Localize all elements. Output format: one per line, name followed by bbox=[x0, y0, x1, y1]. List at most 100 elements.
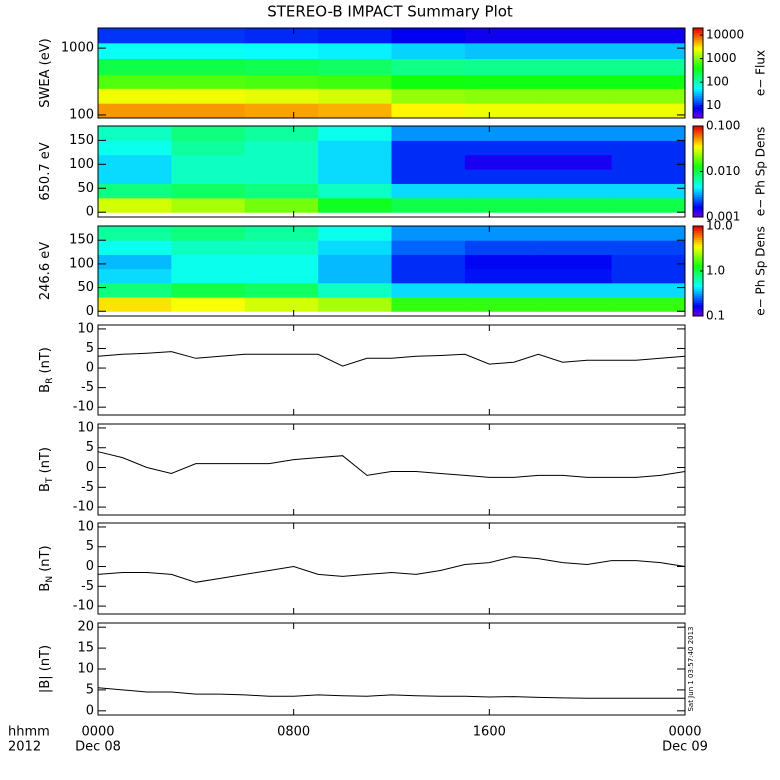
panel-frame bbox=[97, 522, 686, 615]
colorbar-band bbox=[693, 77, 703, 81]
colorbar-band bbox=[693, 82, 703, 85]
heatmap-cell bbox=[171, 103, 246, 119]
chart-title: STEREO-B IMPACT Summary Plot bbox=[267, 3, 513, 21]
heatmap-cell bbox=[98, 268, 172, 284]
y-label-sub: N bbox=[45, 576, 55, 583]
heatmap-cell bbox=[611, 28, 686, 44]
colorbar-band bbox=[693, 155, 703, 159]
panel-frame bbox=[97, 27, 686, 119]
colorbar-band bbox=[693, 141, 703, 145]
y-label-main: B bbox=[38, 384, 53, 393]
heatmap-cell bbox=[391, 169, 466, 184]
heatmap-cell bbox=[98, 140, 172, 156]
colorbar-band bbox=[693, 46, 703, 49]
heatmap-cell bbox=[391, 74, 466, 89]
heatmap-cell bbox=[98, 154, 172, 170]
y-tick-label: 100 bbox=[69, 157, 94, 172]
y-tick-label: 10 bbox=[77, 420, 94, 435]
heatmap-cell bbox=[98, 42, 172, 59]
heatmap-cell bbox=[318, 268, 392, 284]
heatmap-cell bbox=[318, 74, 392, 89]
heatmap-cell bbox=[464, 297, 539, 312]
colorbar-frame bbox=[692, 27, 704, 119]
heatmap-cell bbox=[391, 58, 466, 76]
heatmap-cell bbox=[244, 42, 319, 59]
heatmap-cell bbox=[318, 88, 392, 104]
heatmap-cell bbox=[611, 88, 686, 104]
colorbar-band bbox=[693, 232, 703, 236]
heatmap-cell bbox=[391, 103, 466, 119]
heatmap-cell bbox=[611, 226, 686, 241]
colorbar-band bbox=[693, 255, 703, 258]
timestamp: Sat Jun 1 03:57:40 2013 bbox=[687, 626, 695, 711]
heatmap-cell bbox=[464, 74, 539, 89]
colorbar-band bbox=[693, 311, 703, 315]
colorbar-band bbox=[693, 48, 703, 51]
heatmap-cell bbox=[171, 58, 246, 76]
heatmap-cell bbox=[391, 88, 466, 104]
colorbar-band bbox=[693, 246, 703, 249]
y-tick-label: 100 bbox=[69, 107, 94, 122]
y-label-main: 246.6 eV bbox=[38, 242, 53, 300]
colorbar-band bbox=[693, 52, 703, 56]
y-tick-label: 10 bbox=[77, 519, 94, 534]
heatmap-cell bbox=[611, 103, 686, 119]
colorbar-band bbox=[693, 91, 703, 94]
colorbar-band bbox=[693, 259, 703, 263]
colorbar-band bbox=[693, 113, 703, 117]
colorbar-band bbox=[693, 189, 703, 193]
colorbar-band bbox=[693, 266, 703, 270]
colorbar-band bbox=[693, 70, 703, 74]
y-tick-label: 0 bbox=[86, 304, 94, 319]
heatmap-cell bbox=[538, 282, 613, 298]
y-axis-label: |B| (nT) bbox=[38, 645, 53, 693]
colorbar-band bbox=[693, 268, 703, 272]
heatmap-cell bbox=[464, 254, 539, 270]
heatmap-cell bbox=[538, 240, 613, 255]
heatmap-cell bbox=[611, 126, 686, 141]
heatmap-cell bbox=[318, 282, 392, 298]
y-tick-label: 50 bbox=[77, 181, 94, 196]
heatmap-cell bbox=[464, 42, 539, 59]
colorbar-band bbox=[693, 144, 703, 147]
heatmap-cell bbox=[611, 268, 686, 284]
heatmap-cell bbox=[464, 282, 539, 298]
heatmap-cell bbox=[611, 42, 686, 59]
colorbar-band bbox=[693, 162, 703, 166]
colorbar-band bbox=[693, 280, 703, 283]
colorbar-tick-label: 0.001 bbox=[706, 210, 740, 224]
heatmap-cell bbox=[244, 58, 319, 76]
heatmap-cell bbox=[464, 240, 539, 255]
colorbar-band bbox=[693, 201, 703, 204]
y-tick-label: 5 bbox=[86, 539, 94, 554]
y-tick-label: -5 bbox=[81, 579, 94, 594]
colorbar-band bbox=[693, 309, 703, 312]
colorbar-band bbox=[693, 57, 703, 60]
heatmap-cell bbox=[98, 282, 172, 298]
colorbar-band bbox=[693, 212, 703, 216]
heatmap-cell bbox=[244, 74, 319, 89]
data-line bbox=[97, 351, 686, 367]
colorbar-band bbox=[693, 226, 703, 229]
panel-frame bbox=[97, 423, 686, 516]
heatmap-cell bbox=[391, 126, 466, 141]
colorbar-band bbox=[693, 93, 703, 96]
heatmap-cell bbox=[464, 28, 539, 44]
colorbar-tick-label: 0.010 bbox=[706, 164, 740, 178]
colorbar-band bbox=[693, 137, 703, 141]
colorbar-band bbox=[693, 148, 703, 152]
colorbar-band bbox=[693, 130, 703, 134]
colorbar-band bbox=[693, 253, 703, 256]
heatmap-cell bbox=[171, 268, 246, 284]
heatmap-cell bbox=[171, 42, 246, 59]
colorbar-band bbox=[693, 180, 703, 184]
colorbar-band bbox=[693, 128, 703, 132]
heatmap-cell bbox=[98, 226, 172, 241]
colorbar-band bbox=[693, 68, 703, 72]
heatmap-cell bbox=[171, 297, 246, 312]
colorbar-band bbox=[693, 32, 703, 36]
heatmap-cell bbox=[391, 226, 466, 241]
colorbar-band bbox=[693, 28, 703, 31]
colorbar-band bbox=[693, 295, 703, 299]
heatmap-cell bbox=[391, 140, 466, 156]
